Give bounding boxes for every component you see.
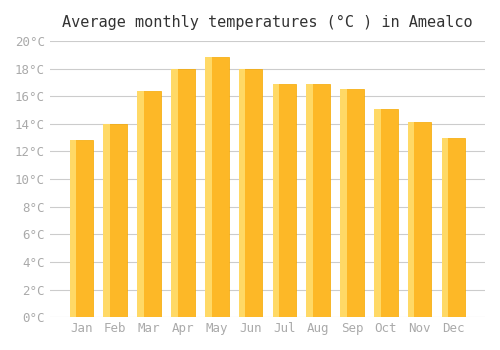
Bar <box>205 57 212 317</box>
Bar <box>205 57 229 317</box>
Bar <box>70 140 94 317</box>
Bar <box>340 89 364 317</box>
Bar <box>171 69 194 317</box>
Bar <box>138 91 161 317</box>
Bar <box>272 84 279 317</box>
Bar <box>272 84 296 317</box>
Bar <box>340 89 346 317</box>
Bar <box>442 138 465 317</box>
Bar <box>374 108 398 317</box>
Bar <box>171 69 177 317</box>
Title: Average monthly temperatures (°C ) in Amealco: Average monthly temperatures (°C ) in Am… <box>62 15 472 30</box>
Bar <box>306 84 330 317</box>
Bar <box>306 84 313 317</box>
Bar <box>138 91 144 317</box>
Bar <box>408 122 414 317</box>
Bar <box>442 138 448 317</box>
Bar <box>70 140 76 317</box>
Bar <box>104 124 110 317</box>
Bar <box>374 108 380 317</box>
Bar <box>238 69 262 317</box>
Bar <box>408 122 432 317</box>
Bar <box>104 124 127 317</box>
Bar <box>238 69 246 317</box>
